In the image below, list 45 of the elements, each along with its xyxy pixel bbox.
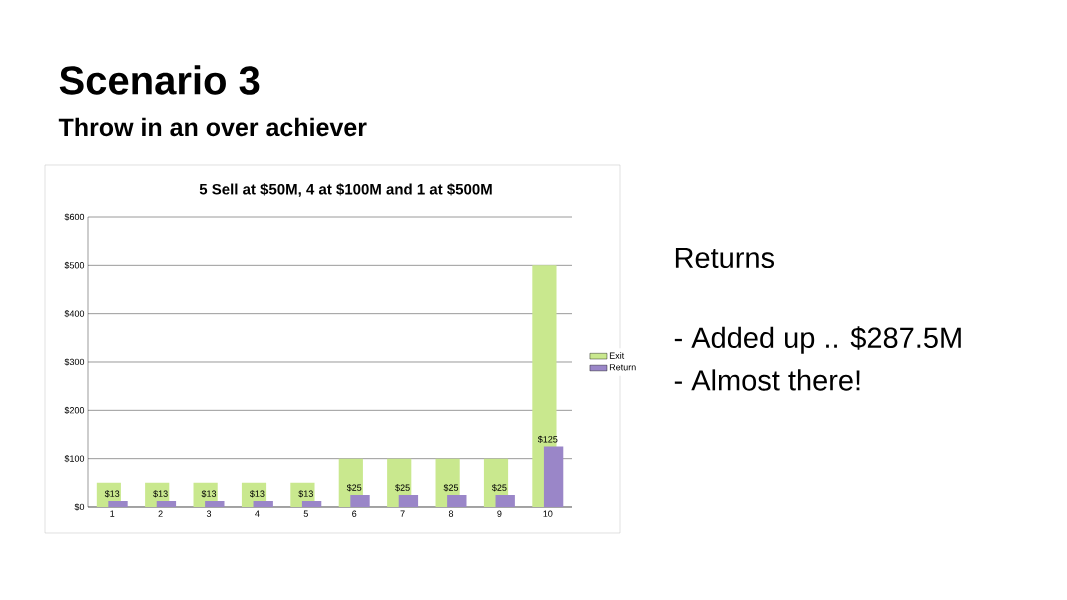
data-label: $125 bbox=[537, 435, 558, 444]
x-tick-label: 3 bbox=[206, 510, 212, 517]
bar bbox=[495, 494, 515, 507]
text: Returns bbox=[675, 247, 775, 269]
data-label: $13 bbox=[298, 490, 313, 498]
x-tick-label: 9 bbox=[497, 510, 502, 517]
text: - Almost there! bbox=[674, 369, 860, 391]
x-tick-label: 7 bbox=[400, 510, 405, 517]
x-tick-label: 6 bbox=[352, 510, 357, 517]
bar bbox=[108, 500, 128, 507]
y-tick-label: $600 bbox=[64, 213, 85, 221]
bar bbox=[301, 500, 322, 507]
bar bbox=[350, 494, 370, 507]
legend-label: Exit bbox=[609, 352, 625, 359]
data-label: $13 bbox=[249, 490, 265, 498]
x-tick-label: 8 bbox=[448, 510, 454, 517]
data-label: $25 bbox=[443, 484, 459, 492]
text: - Added up .. $287.5M bbox=[674, 326, 961, 354]
bar bbox=[205, 500, 225, 507]
bar bbox=[253, 500, 273, 507]
y-tick-label: $100 bbox=[64, 455, 85, 463]
chart-title: Scenario 3 bbox=[59, 65, 260, 95]
bar bbox=[543, 446, 564, 507]
y-tick-label: $500 bbox=[64, 261, 85, 269]
chart-subtitle: Throw in an over achiever bbox=[58, 117, 367, 137]
x-tick-label: 1 bbox=[110, 510, 115, 517]
data-label: $13 bbox=[153, 490, 168, 498]
data-label: $25 bbox=[491, 484, 507, 492]
x-tick-label: 5 bbox=[303, 510, 308, 517]
bar bbox=[156, 500, 177, 507]
data-label: $25 bbox=[395, 484, 410, 492]
y-tick-label: $200 bbox=[64, 406, 85, 414]
text: 5 Sell at $50M, 4 at $100M and 1 at $500M bbox=[199, 183, 492, 197]
bar bbox=[447, 494, 467, 507]
x-tick-label: 2 bbox=[158, 510, 163, 517]
data-label: $13 bbox=[104, 490, 120, 498]
x-tick-label: 4 bbox=[255, 510, 260, 517]
x-tick-label: 10 bbox=[543, 510, 553, 517]
data-label: $25 bbox=[346, 484, 362, 492]
bar bbox=[398, 494, 419, 507]
y-tick-label: $300 bbox=[64, 358, 85, 366]
y-tick-label: $400 bbox=[64, 310, 85, 318]
legend-label: Return bbox=[609, 364, 636, 371]
data-label: $13 bbox=[201, 490, 217, 498]
y-tick-label: $0 bbox=[74, 503, 85, 511]
